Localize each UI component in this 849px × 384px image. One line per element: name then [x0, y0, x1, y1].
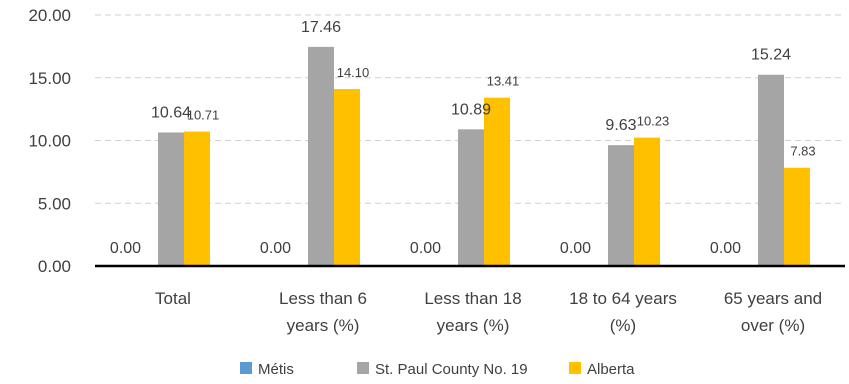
axes: 0.00 5.00 10.00 15.00 20.00 Total Less than 6 y… — [28, 6, 845, 335]
data-label: 15.24 — [751, 47, 791, 64]
bar — [334, 89, 360, 266]
data-label: 9.63 — [605, 117, 636, 134]
data-label: 10.64 — [151, 104, 191, 121]
x-tick-label: years (%) — [437, 316, 510, 335]
data-label: 10.71 — [187, 108, 220, 123]
legend-label: St. Paul County No. 19 — [375, 361, 528, 378]
y-tick-label: 20.00 — [28, 6, 71, 25]
x-tick-label: 65 years and — [724, 289, 822, 308]
data-label: 0.00 — [560, 240, 591, 257]
y-tick-label: 5.00 — [38, 194, 71, 213]
data-label: 0.00 — [710, 240, 741, 257]
data-label: 0.00 — [110, 240, 141, 257]
data-label: 7.83 — [790, 144, 815, 159]
bars — [158, 46, 810, 266]
bar — [608, 145, 634, 266]
y-tick-label: 10.00 — [28, 132, 71, 151]
bar — [784, 167, 810, 266]
x-tick-label: (%) — [610, 316, 636, 335]
x-tick-label: Total — [155, 289, 191, 308]
x-tick-label: years (%) — [287, 316, 360, 335]
legend: Métis St. Paul County No. 19 Alberta — [240, 361, 635, 378]
data-labels: 0.00 0.00 0.00 0.00 0.0010.6417.4610.899.631… — [110, 19, 816, 257]
legend-label: Alberta — [587, 361, 635, 378]
bar — [184, 131, 210, 266]
x-tick-label: over (%) — [741, 316, 805, 335]
data-label: 14.10 — [337, 65, 370, 80]
x-tick-label: Less than 6 — [279, 289, 367, 308]
bar — [158, 132, 184, 266]
legend-swatch — [240, 362, 252, 374]
legend-swatch — [357, 362, 369, 374]
legend-label: Métis — [258, 361, 294, 378]
bar — [484, 97, 510, 266]
y-tick-label: 0.00 — [38, 257, 71, 276]
data-label: 0.00 — [260, 240, 291, 257]
legend-swatch — [569, 362, 581, 374]
data-label: 17.46 — [301, 19, 341, 36]
bar — [758, 74, 784, 266]
data-label: 0.00 — [410, 240, 441, 257]
data-label: 10.23 — [637, 114, 670, 129]
x-tick-label: Less than 18 — [424, 289, 521, 308]
data-label: 13.41 — [487, 74, 520, 89]
y-tick-label: 15.00 — [28, 69, 71, 88]
bar — [458, 129, 484, 266]
bar — [634, 137, 660, 266]
data-label: 10.89 — [451, 101, 491, 118]
bar — [308, 46, 334, 266]
x-tick-label: 18 to 64 years — [569, 289, 677, 308]
